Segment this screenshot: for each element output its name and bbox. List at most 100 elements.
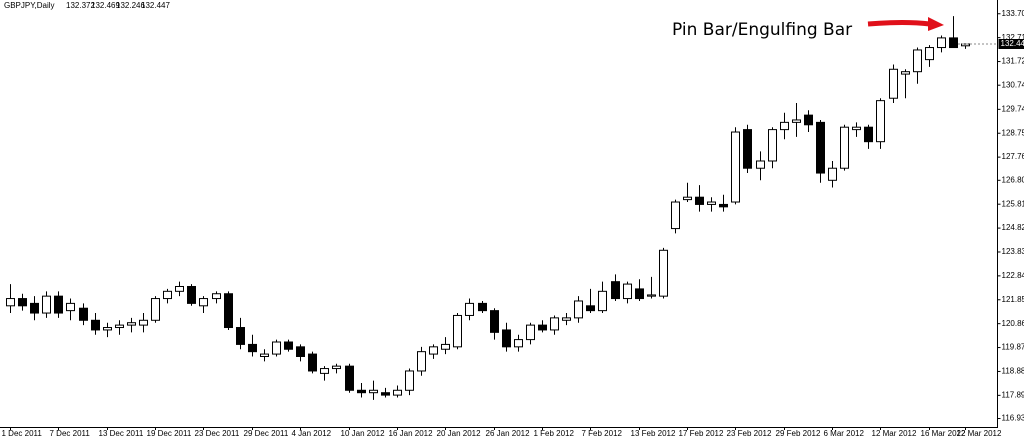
candle-body: [659, 249, 668, 297]
candle-body: [671, 201, 680, 230]
candle-body: [925, 47, 934, 61]
candle-body: [623, 283, 632, 300]
candle-body: [949, 37, 958, 49]
x-tick-label: 19 Dec 2011: [147, 429, 192, 438]
candle-body: [719, 203, 728, 208]
ohlc-open: 132.372: [66, 1, 95, 10]
candle-body: [840, 126, 849, 169]
candle-body: [91, 319, 100, 331]
x-tick-label: 13 Dec 2011: [99, 429, 144, 438]
annotation: Pin Bar/Engulfing Bar: [672, 20, 852, 40]
candle-body: [635, 288, 644, 300]
ohlc-high: 132.469: [91, 1, 120, 10]
candle-body: [260, 353, 269, 357]
x-tick-label: 20 Jan 2012: [437, 429, 482, 438]
y-tick-label: 121.850: [1002, 295, 1024, 304]
candle-body: [695, 196, 704, 205]
candle-body: [248, 343, 257, 353]
candle-body: [139, 319, 148, 326]
candle-body: [296, 346, 305, 357]
candle-body: [393, 389, 402, 396]
candle-body: [828, 167, 837, 181]
current-price-box: [998, 38, 1024, 49]
candle-body: [562, 317, 571, 321]
candle-body: [538, 324, 547, 331]
candle-body: [598, 290, 607, 312]
candle-body: [514, 339, 523, 348]
x-tick-label: 1 Dec 2011: [2, 429, 43, 438]
candle-body: [550, 317, 559, 331]
x-tick-label: 7 Dec 2011: [50, 429, 91, 438]
y-tick-label: 131.720: [1002, 57, 1024, 66]
candle-body: [490, 310, 499, 333]
candle-body: [42, 295, 51, 314]
x-tick-label: 23 Feb 2012: [727, 429, 772, 438]
y-tick-label: 119.870: [1002, 343, 1024, 352]
candle-body: [151, 298, 160, 321]
candle-body: [852, 126, 861, 131]
candle-body: [187, 285, 196, 304]
y-tick-label: 126.800: [1002, 175, 1024, 184]
candle-body: [417, 351, 426, 372]
x-tick-label: 1 Feb 2012: [534, 429, 575, 438]
y-tick-label: 122.840: [1002, 271, 1024, 280]
x-tick-label: 29 Dec 2011: [244, 429, 289, 438]
candle-body: [647, 294, 656, 297]
candle-body: [236, 327, 245, 345]
candle-body: [586, 305, 595, 312]
candle-body: [54, 295, 63, 314]
y-tick-label: 118.880: [1002, 367, 1024, 376]
annotation-arrow: [867, 17, 944, 31]
y-tick-label: 123.830: [1002, 247, 1024, 256]
header: GBPJPY,Daily 132.372 132.469 132.246 132…: [4, 1, 170, 10]
x-tick-label: 13 Feb 2012: [631, 429, 676, 438]
candle-body: [889, 68, 898, 99]
candle-body: [937, 37, 946, 49]
arrow-shaft: [867, 20, 931, 27]
x-tick-label: 10 Jan 2012: [341, 429, 386, 438]
y-tick-label: 125.810: [1002, 199, 1024, 208]
candle-body: [876, 100, 885, 143]
x-tick-label: 4 Jan 2012: [292, 429, 332, 438]
candle-body: [707, 201, 716, 205]
candle-body: [478, 302, 487, 312]
candle-body: [320, 368, 329, 374]
candle-body: [574, 300, 583, 319]
candle-body: [756, 160, 765, 169]
candle-body: [79, 307, 88, 321]
candle-body: [804, 114, 813, 126]
candle-body: [453, 314, 462, 348]
candle-body: [465, 302, 474, 316]
candle-body: [284, 341, 293, 350]
y-tick-label: 117.890: [1002, 390, 1024, 399]
candle-body: [792, 119, 801, 123]
candle-body: [308, 353, 317, 372]
candle-body: [212, 293, 221, 300]
candle-body: [357, 389, 366, 394]
y-tick-label: 133.700: [1002, 9, 1024, 18]
y-tick-label: 124.820: [1002, 223, 1024, 232]
candle-body: [103, 327, 112, 331]
x-tick-label: 16 Jan 2012: [389, 429, 434, 438]
candle-body: [381, 392, 390, 396]
candle-body: [163, 290, 172, 300]
y-tick-label: 128.750: [1002, 128, 1024, 137]
candle-body: [18, 298, 27, 307]
x-tick-label: 23 Dec 2011: [195, 429, 240, 438]
x-tick-label: 16 Mar 2012: [921, 429, 966, 438]
candle-body: [345, 365, 354, 391]
current-price-label: 132.447: [1001, 39, 1024, 48]
x-tick-label: 17 Feb 2012: [679, 429, 724, 438]
candle-body: [405, 370, 414, 391]
candle-body: [127, 322, 136, 326]
candle-body: [332, 365, 341, 370]
ohlc-close: 132.447: [141, 1, 170, 10]
candle-body: [369, 389, 378, 394]
x-tick-label: 22 Mar 2012: [957, 429, 1002, 438]
candle-body: [30, 302, 39, 314]
candle-body: [66, 302, 75, 312]
x-tick-label: 7 Feb 2012: [582, 429, 623, 438]
